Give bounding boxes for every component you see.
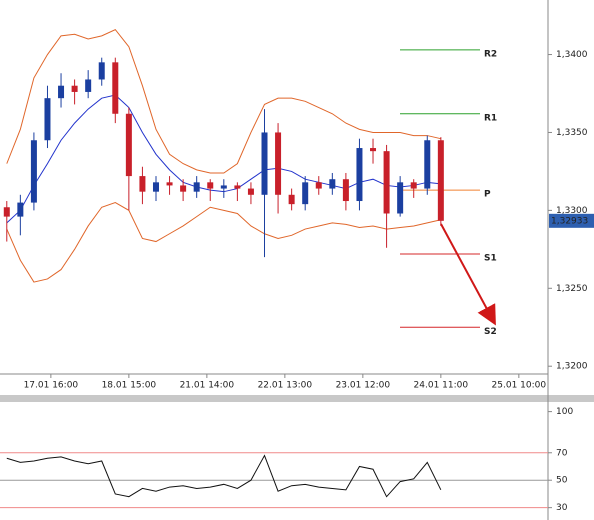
pivot-label: R2 xyxy=(484,49,497,59)
candle-body xyxy=(302,182,309,205)
candle-body xyxy=(180,185,187,192)
plot-layer: 1,3200 1,3250 1,3300 1,3350 1,3400 17.01 16:0… xyxy=(0,28,594,513)
band-line xyxy=(6,28,441,174)
rsi-line xyxy=(6,454,442,498)
candle-body xyxy=(44,98,51,141)
candle-body xyxy=(261,132,268,195)
band-line xyxy=(6,202,441,283)
candle-body xyxy=(30,140,37,203)
x-tick-label: 25.01 10:00 xyxy=(492,381,547,391)
candle-body xyxy=(410,182,417,189)
y-tick-label: 30 xyxy=(556,503,568,513)
candle-body xyxy=(166,182,173,186)
candle-body xyxy=(139,176,146,192)
pivot-label: P xyxy=(484,190,491,200)
x-tick-label: 18.01 15:00 xyxy=(102,381,157,391)
candle-body xyxy=(424,140,431,189)
pivot-label: S1 xyxy=(484,254,497,264)
candle-body xyxy=(85,79,92,92)
candle-body xyxy=(71,85,78,92)
candle-body xyxy=(220,185,227,189)
candle-body xyxy=(247,188,254,195)
candle-body xyxy=(370,148,377,152)
candle-body xyxy=(329,179,336,189)
pivot-label: R1 xyxy=(484,113,497,123)
candle-body xyxy=(58,85,65,99)
candle-body xyxy=(437,140,444,221)
y-tick-label: 70 xyxy=(556,448,568,458)
candle-body xyxy=(3,207,10,217)
candle-body xyxy=(383,151,390,214)
candle-body xyxy=(112,62,119,114)
x-tick-label: 22.01 13:00 xyxy=(258,381,313,391)
forecast-arrow xyxy=(440,223,496,326)
x-tick-label: 24.01 11:00 xyxy=(414,381,469,391)
y-tick-label: 50 xyxy=(556,476,568,486)
x-tick-label: 21.01 14:00 xyxy=(180,381,235,391)
last-price-box xyxy=(549,213,594,228)
candle-body xyxy=(98,62,105,80)
candle-body xyxy=(315,182,322,189)
panel-separator xyxy=(0,395,594,402)
candle-body xyxy=(288,194,295,205)
candle-body xyxy=(207,182,214,189)
candle-body xyxy=(125,113,132,177)
candle-body xyxy=(152,182,159,192)
x-tick-label: 23.01 12:00 xyxy=(336,381,391,391)
y-tick-label: 1,3250 xyxy=(556,284,588,294)
y-tick-label: 100 xyxy=(556,407,573,417)
y-tick-label: 1,3300 xyxy=(556,206,588,216)
candle-body xyxy=(17,202,24,217)
y-tick-label: 1,3350 xyxy=(556,128,588,138)
last-price-label: 1,32933 xyxy=(551,216,588,226)
candle-body xyxy=(193,182,200,192)
pivot-label: S2 xyxy=(484,327,497,337)
candle-body xyxy=(397,182,404,214)
candle-body xyxy=(234,185,241,189)
candle-body xyxy=(342,179,349,202)
x-tick-label: 17.01 16:00 xyxy=(24,381,79,391)
candle-body xyxy=(275,132,282,195)
y-tick-label: 1,3400 xyxy=(556,50,588,60)
y-tick-label: 1,3200 xyxy=(556,362,588,372)
candle-body xyxy=(356,148,363,202)
